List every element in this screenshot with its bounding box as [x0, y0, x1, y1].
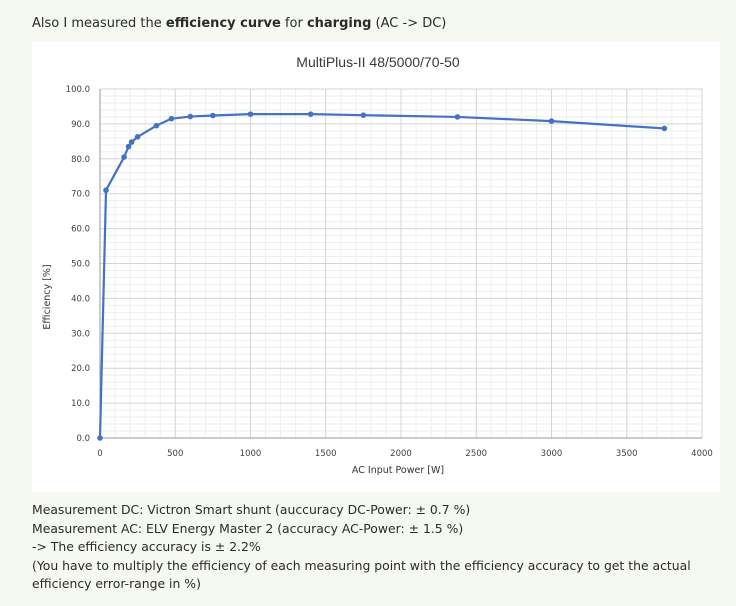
y-tick-label: 20.0: [71, 364, 90, 374]
data-point: [360, 112, 367, 118]
data-point: [454, 114, 461, 120]
data-point: [187, 113, 194, 120]
efficiency-chart: MultiPlus-II 48/5000/70-50 0 500 1000 1500 2…: [42, 54, 713, 476]
x-tick-label: 2500: [465, 449, 487, 459]
intro-text: Also I measured the efficiency curve for…: [32, 15, 446, 33]
chart-title: MultiPlus-II 48/5000/70-50: [296, 54, 460, 70]
x-tick-label: 3500: [616, 449, 638, 459]
y-tick-label: 100.0: [66, 85, 90, 95]
y-axis-label: Efficiency [%]: [42, 264, 53, 329]
y-tick-label: 30.0: [71, 329, 90, 339]
data-point: [247, 111, 254, 117]
x-tick-label: 500: [167, 449, 183, 459]
x-tick-label: 4000: [691, 449, 713, 459]
intro-middle: for: [280, 16, 307, 31]
measurement-notes: Measurement DC: Victron Smart shunt (auc…: [32, 501, 732, 594]
data-point: [103, 187, 109, 194]
data-point: [168, 115, 175, 122]
y-tick-label: 90.0: [71, 120, 90, 130]
data-point: [153, 122, 160, 129]
data-point: [661, 125, 668, 132]
note-multiply-instruction: (You have to multiply the efficiency of …: [32, 557, 691, 592]
data-point: [548, 118, 555, 124]
x-tick-label: 1000: [240, 449, 262, 459]
data-point: [307, 111, 314, 117]
x-tick-label: 2000: [390, 449, 412, 459]
note-ac-measurement: Measurement AC: ELV Energy Master 2 (acc…: [32, 520, 464, 536]
y-tick-label: 50.0: [71, 260, 90, 270]
intro-bold-charging: charging: [306, 16, 372, 31]
intro-suffix: (AC -> DC): [371, 16, 447, 31]
data-point: [128, 139, 135, 145]
data-point: [210, 112, 216, 119]
x-tick-label: 3000: [541, 449, 563, 459]
x-tick-label: 0: [97, 449, 102, 459]
data-point: [134, 134, 141, 140]
y-tick-label: 60.0: [71, 225, 90, 235]
intro-prefix: Also I measured the: [32, 16, 166, 31]
data-point: [121, 154, 127, 160]
y-tick-label: 10.0: [71, 399, 90, 409]
y-tick-label: 0.0: [76, 434, 90, 444]
data-point: [97, 435, 103, 441]
note-dc-measurement: Measurement DC: Victron Smart shunt (auc…: [32, 502, 471, 517]
intro-bold-efficiency-curve: efficiency curve: [165, 16, 281, 31]
efficiency-series-line: [98, 113, 666, 440]
note-efficiency-accuracy: -> The efficiency accuracy is ± 2.2%: [32, 539, 261, 554]
x-tick-label: 1500: [315, 449, 337, 459]
x-axis-label: AC Input Power [W]: [352, 465, 444, 476]
y-tick-label: 70.0: [71, 190, 90, 200]
data-point: [125, 143, 132, 150]
chart-card: MultiPlus-II 48/5000/70-50 0 500 1000 1500 2…: [32, 42, 720, 492]
y-tick-label: 80.0: [71, 155, 90, 165]
y-tick-label: 40.0: [71, 294, 90, 304]
